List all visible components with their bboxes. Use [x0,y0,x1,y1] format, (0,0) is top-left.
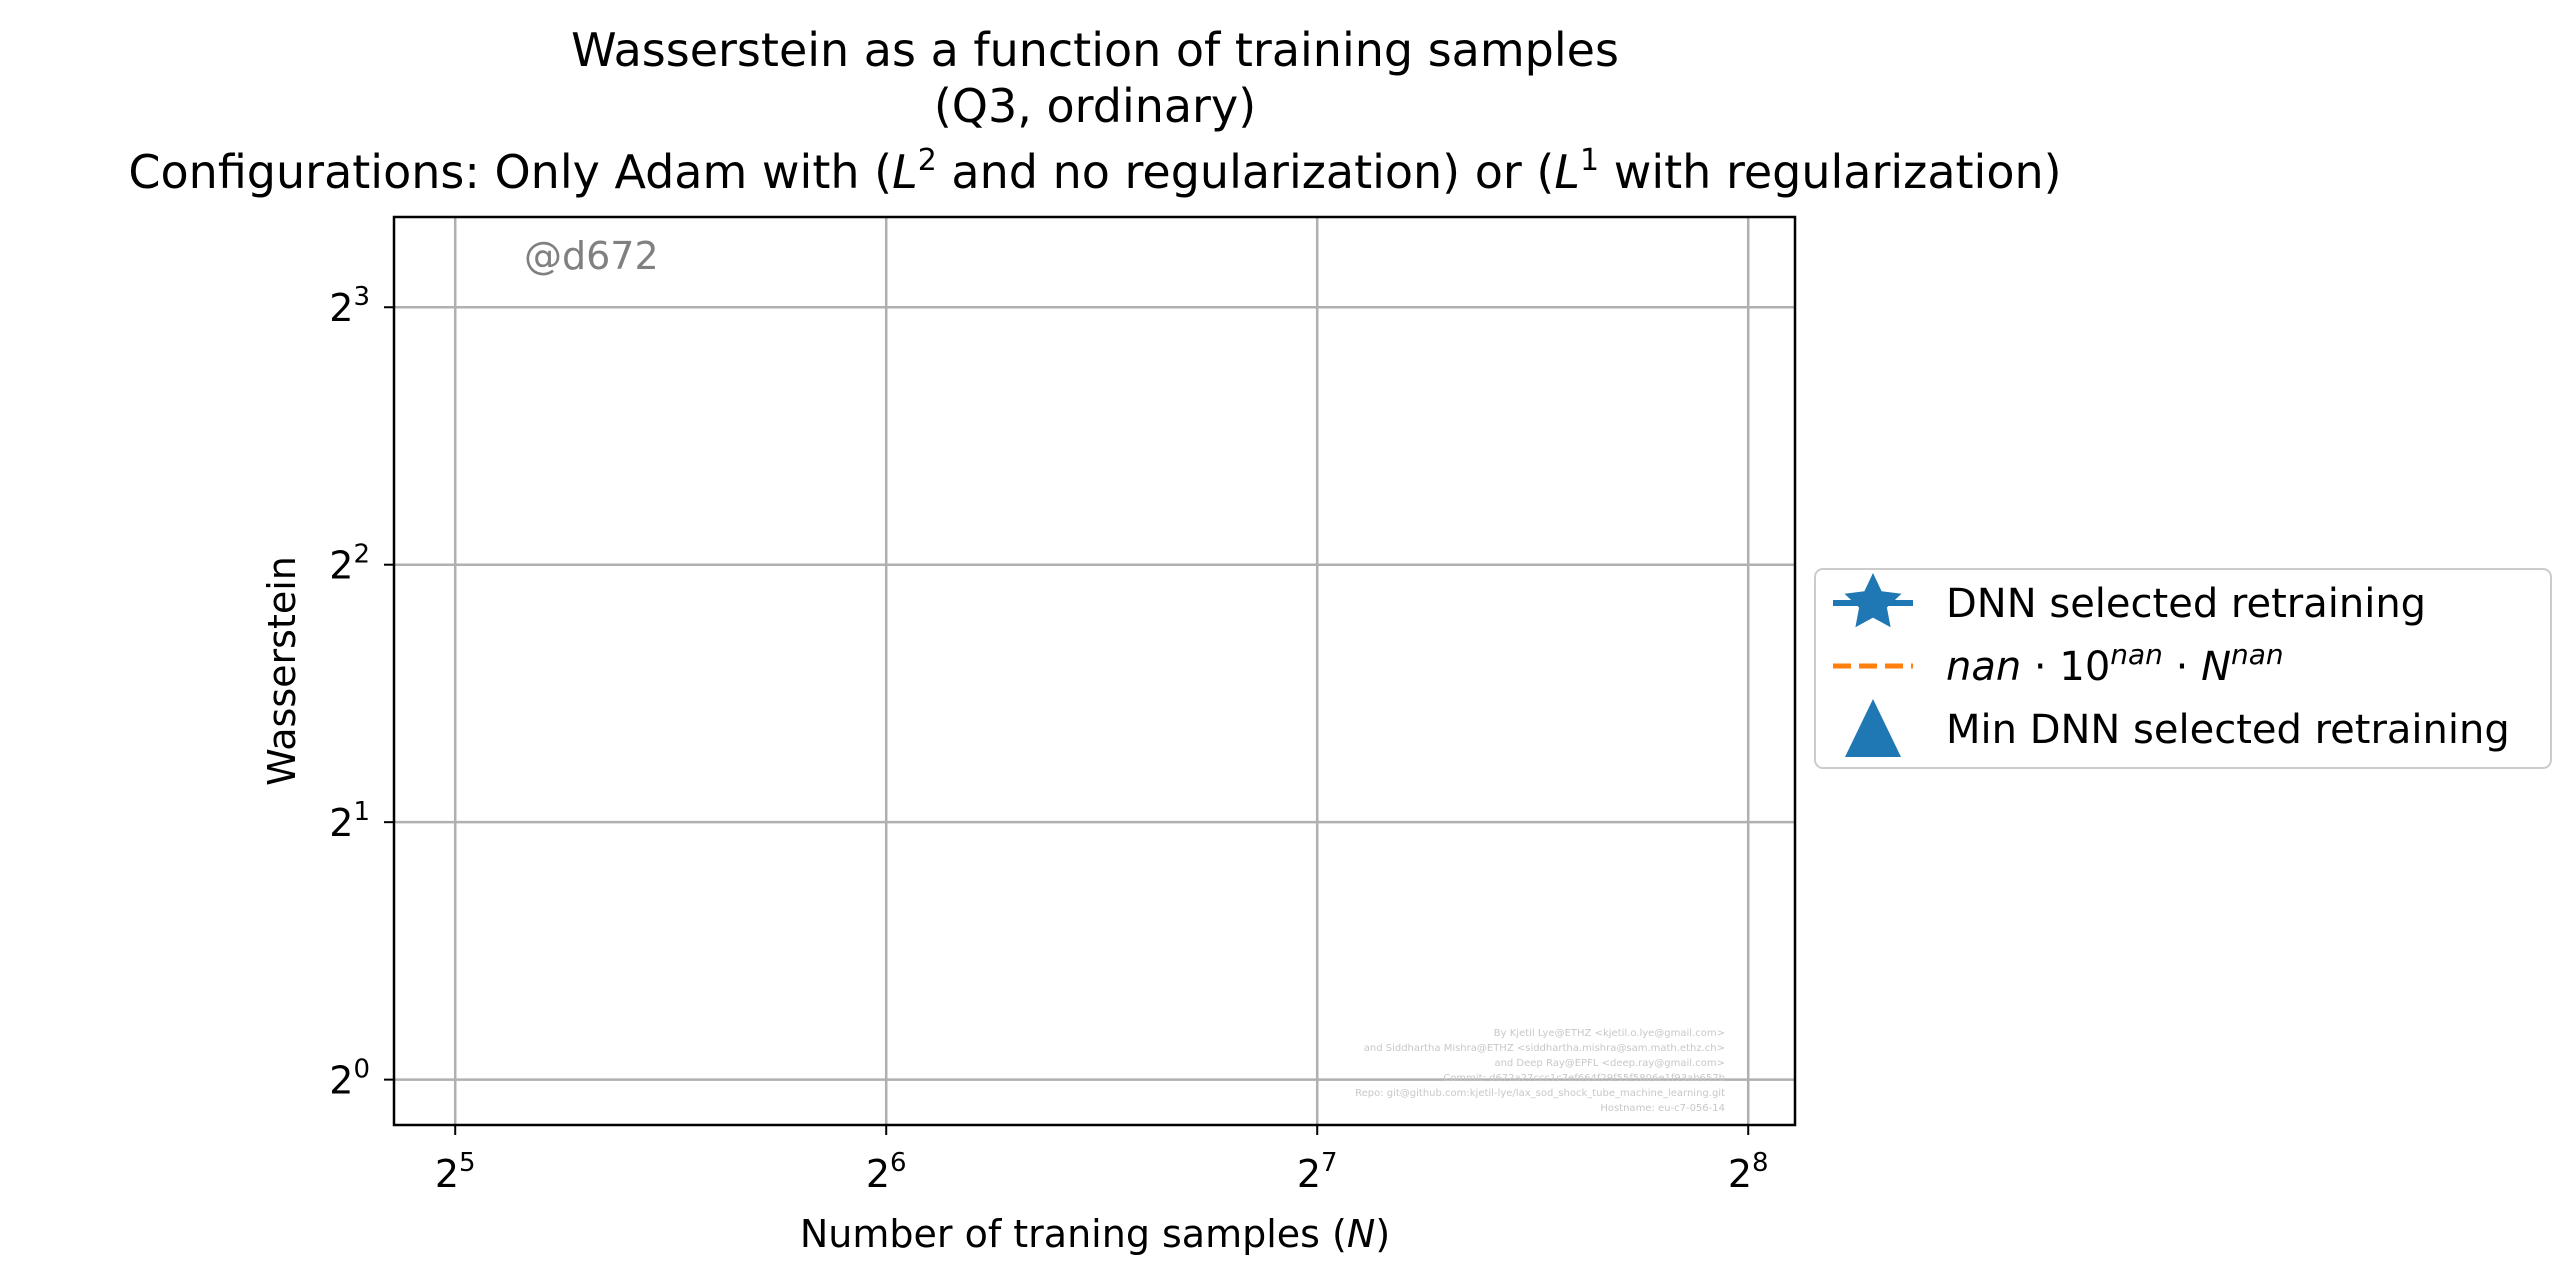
y-tick-label: 22 [329,540,370,588]
credit-line: Commit: d672a27ccc1c7ef664f29f55f5806e1f… [1443,1073,1725,1084]
legend-label-fit: nan · 10nan · Nnan [1946,638,2284,690]
legend-entry-fit: nan · 10nan · Nnan [1833,638,2284,690]
chart-title-line1: Wasserstein as a function of training sa… [571,23,1619,77]
plot-frame [392,215,1797,1127]
legend-entry-min: Min DNN selected retraining [1845,699,2510,757]
legend-frame [1814,568,2552,769]
x-tick-label: 25 [435,1148,476,1196]
credit-line: Repo: git@github.com:kjetil-lye/lax_sod_… [1355,1088,1725,1099]
x-tick-label: 26 [866,1148,907,1196]
title-sup-1: 1 [1580,143,1599,178]
y-tick-label: 23 [329,282,370,330]
y-axis-ticks: 20 21 22 23 [329,282,394,1103]
credit-line: Hostname: eu-c7-056-14 [1600,1103,1725,1114]
x-tick-label: 28 [1728,1148,1769,1196]
title-line3-part2: and no regularization) or ( [937,145,1555,199]
credit-line: and Deep Ray@EPFL <deep.ray@gmail.com> [1494,1058,1725,1069]
legend-star-marker [1844,573,1902,628]
y-tick-label: 20 [329,1055,370,1103]
title-L-b: L [1554,145,1580,199]
legend: DNN selected retraining nan · 10nan · Nn… [1814,568,2552,769]
credits: By Kjetil Lye@ETHZ <kjetil.o.lye@gmail.c… [1355,1028,1725,1114]
y-tick-label: 21 [329,797,370,845]
grid [394,217,1795,1125]
title-line3-part3: with regularization) [1599,145,2061,199]
legend-triangle-marker [1845,699,1901,757]
watermark: @d672 [524,234,659,278]
x-tick-label: 27 [1297,1148,1338,1196]
x-axis-ticks: 25 26 27 28 [435,1125,1769,1196]
legend-entry-dnn: DNN selected retraining [1833,573,2426,628]
x-axis-label: Number of traning samples (N) [800,1212,1390,1256]
title-sup-2: 2 [918,143,937,178]
legend-label-min: Min DNN selected retraining [1946,707,2510,753]
credit-line: and Siddhartha Mishra@ETHZ <siddhartha.m… [1364,1043,1725,1054]
chart-title-line2: (Q3, ordinary) [934,79,1256,133]
legend-label-dnn: DNN selected retraining [1946,581,2426,627]
title-L-a: L [892,145,918,199]
y-axis-label: Wasserstein [260,556,304,786]
credit-line: By Kjetil Lye@ETHZ <kjetil.o.lye@gmail.c… [1494,1028,1725,1039]
title-line3-part1: Configurations: Only Adam with ( [128,145,892,199]
chart-title-line3: Configurations: Only Adam with (L2 and n… [128,143,2061,199]
